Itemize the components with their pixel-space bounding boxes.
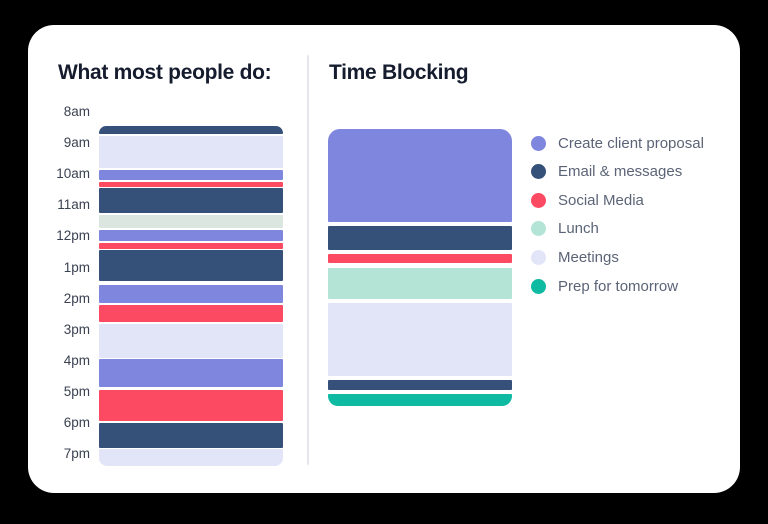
schedule-block-social — [99, 390, 283, 422]
schedule-block-email — [328, 379, 512, 391]
time-label: 2pm — [63, 290, 90, 306]
schedule-block-social — [99, 304, 283, 322]
legend-item: Lunch — [531, 215, 599, 243]
time-axis: 8am 9am 10am 11am 12pm 1pm 2pm 3pm 4pm 5pm 6pm 7pm — [42, 25, 90, 493]
legend-item-label: Email & messages — [558, 163, 683, 181]
schedule-block-proposal — [99, 359, 283, 388]
right-schedule-column — [328, 25, 512, 493]
schedule-block-meetings — [99, 449, 283, 467]
time-label: 9am — [63, 135, 90, 151]
left-schedule-column — [99, 25, 283, 493]
schedule-block-meetings — [99, 323, 283, 358]
legend-item-label: Social Media — [558, 191, 644, 209]
schedule-block-proposal — [99, 169, 283, 181]
legend-item: Prep for tomorrow — [531, 272, 678, 300]
time-label: 4pm — [63, 352, 90, 368]
schedule-block-social — [328, 253, 512, 263]
schedule-block-proposal — [99, 230, 283, 242]
schedule-block-email — [99, 126, 283, 134]
right-chart-title: Time Blocking — [329, 61, 469, 84]
schedule-block-meetings — [99, 136, 283, 168]
schedule-block-email — [328, 225, 512, 251]
legend-item: Email & messages — [531, 158, 682, 186]
legend-item-label: Meetings — [558, 248, 619, 266]
time-label: 12pm — [56, 228, 90, 244]
schedule-block-social — [99, 182, 283, 187]
time-label: 3pm — [63, 321, 90, 337]
schedule-block-social — [99, 242, 283, 249]
schedule-block-meetings — [328, 303, 512, 377]
schedule-block-prep — [328, 393, 512, 406]
time-label: 8am — [63, 104, 90, 119]
legend-dot — [531, 164, 546, 180]
schedule-block-proposal — [328, 129, 512, 223]
legend-item-label: Prep for tomorrow — [558, 277, 679, 295]
time-label: 5pm — [63, 383, 90, 399]
schedule-block-email — [99, 250, 283, 282]
time-label: 6pm — [63, 415, 90, 430]
left-chart-title: What most people do: — [58, 61, 272, 84]
schedule-block-email — [99, 188, 283, 214]
legend-dot — [531, 249, 546, 265]
schedule-block-lunch — [328, 267, 512, 299]
legend-item: Meetings — [531, 243, 619, 271]
schedule-block-proposal — [99, 284, 283, 304]
legend: Create client proposal Email & messages So… — [531, 25, 731, 493]
column-divider — [307, 55, 309, 465]
time-label: 10am — [56, 166, 90, 182]
schedule-block-email — [99, 423, 283, 448]
infographic-card: What most people do: Time Blocking 8am 9a… — [28, 25, 740, 493]
time-label: 7pm — [63, 446, 90, 462]
legend-item: Create client proposal — [531, 129, 704, 157]
legend-item: Social Media — [531, 186, 644, 214]
legend-item-label: Lunch — [558, 220, 599, 238]
legend-dot — [531, 278, 546, 294]
legend-dot — [531, 221, 546, 237]
legend-dot — [531, 135, 546, 151]
legend-item-label: Create client proposal — [558, 134, 704, 152]
time-label: 1pm — [63, 259, 90, 275]
legend-dot — [531, 192, 546, 208]
time-label: 11am — [57, 197, 90, 213]
schedule-block-lunch_muted — [99, 214, 283, 228]
